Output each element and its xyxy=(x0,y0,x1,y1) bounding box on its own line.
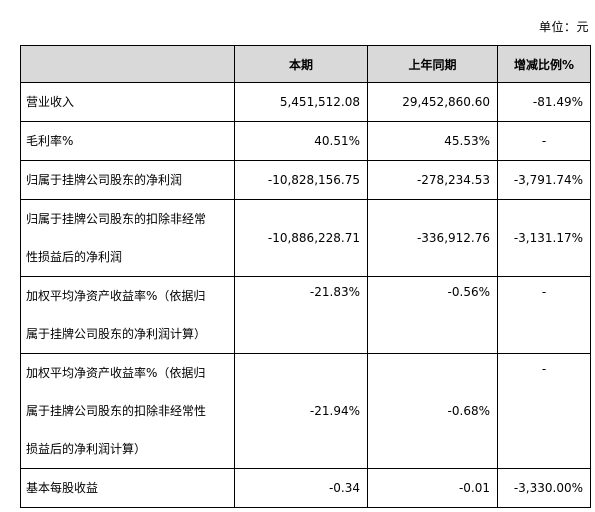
table-row: 归属于挂牌公司股东的扣除非经常 性损益后的净利润 -10,886,228.71 … xyxy=(20,199,591,277)
row-label: 加权平均净资产收益率%（依据归 属于挂牌公司股东的扣除非经常性 损益后的净利润计… xyxy=(20,353,235,469)
row-label-line: 基本每股收益 xyxy=(26,481,99,495)
cell-change: - xyxy=(497,353,591,469)
row-label-line: 属于挂牌公司股东的扣除非经常性 xyxy=(26,404,207,418)
cell-previous: -0.56% xyxy=(367,276,498,354)
cell-change: - xyxy=(497,121,591,161)
cell-current: -21.94% xyxy=(234,353,368,469)
cell-change: - xyxy=(497,276,591,354)
unit-label: 单位：元 xyxy=(538,20,589,34)
header-current-period: 本期 xyxy=(234,45,368,83)
row-label-line: 属于挂牌公司股东的净利润计算） xyxy=(26,327,207,341)
cell-change: -3,131.17% xyxy=(497,199,591,277)
row-label: 毛利率% xyxy=(20,121,235,161)
cell-previous: -336,912.76 xyxy=(367,199,498,277)
table-row: 毛利率% 40.51% 45.53% - xyxy=(20,121,591,161)
table-row: 归属于挂牌公司股东的净利润 -10,828,156.75 -278,234.53… xyxy=(20,160,591,200)
row-label-line: 加权平均净资产收益率%（依据归 xyxy=(26,366,206,380)
cell-current: -21.83% xyxy=(234,276,368,354)
table-row: 基本每股收益 -0.34 -0.01 -3,330.00% xyxy=(20,468,591,508)
row-label-line: 归属于挂牌公司股东的扣除非经常 xyxy=(26,212,207,226)
row-label-line: 毛利率% xyxy=(26,134,74,148)
cell-previous: -0.01 xyxy=(367,468,498,508)
table-header-row: 本期 上年同期 增减比例% xyxy=(20,45,591,83)
header-change-percent: 增减比例% xyxy=(497,45,591,83)
header-blank xyxy=(20,45,235,83)
row-label: 基本每股收益 xyxy=(20,468,235,508)
table-row: 加权平均净资产收益率%（依据归 属于挂牌公司股东的扣除非经常性 损益后的净利润计… xyxy=(20,353,591,469)
row-label-line: 损益后的净利润计算） xyxy=(26,442,147,456)
cell-current: -0.34 xyxy=(234,468,368,508)
row-label-line: 性损益后的净利润 xyxy=(26,250,123,264)
financial-summary-table: 本期 上年同期 增减比例% 营业收入 5,451,512.08 29,452,8… xyxy=(20,45,591,508)
row-label-line: 营业收入 xyxy=(26,95,75,109)
row-label: 归属于挂牌公司股东的扣除非经常 性损益后的净利润 xyxy=(20,199,235,277)
table-row: 加权平均净资产收益率%（依据归 属于挂牌公司股东的净利润计算） -21.83% … xyxy=(20,276,591,354)
table-row: 营业收入 5,451,512.08 29,452,860.60 -81.49% xyxy=(20,82,591,122)
cell-previous: -278,234.53 xyxy=(367,160,498,200)
cell-current: -10,828,156.75 xyxy=(234,160,368,200)
cell-previous: -0.68% xyxy=(367,353,498,469)
row-label: 加权平均净资产收益率%（依据归 属于挂牌公司股东的净利润计算） xyxy=(20,276,235,354)
cell-change: -3,330.00% xyxy=(497,468,591,508)
row-label: 营业收入 xyxy=(20,82,235,122)
cell-previous: 45.53% xyxy=(367,121,498,161)
row-label-line: 加权平均净资产收益率%（依据归 xyxy=(26,289,206,303)
cell-current: 5,451,512.08 xyxy=(234,82,368,122)
cell-current: 40.51% xyxy=(234,121,368,161)
row-label: 归属于挂牌公司股东的净利润 xyxy=(20,160,235,200)
cell-change: -81.49% xyxy=(497,82,591,122)
header-prior-period: 上年同期 xyxy=(367,45,498,83)
cell-change: -3,791.74% xyxy=(497,160,591,200)
cell-current: -10,886,228.71 xyxy=(234,199,368,277)
cell-previous: 29,452,860.60 xyxy=(367,82,498,122)
row-label-line: 归属于挂牌公司股东的净利润 xyxy=(26,173,183,187)
